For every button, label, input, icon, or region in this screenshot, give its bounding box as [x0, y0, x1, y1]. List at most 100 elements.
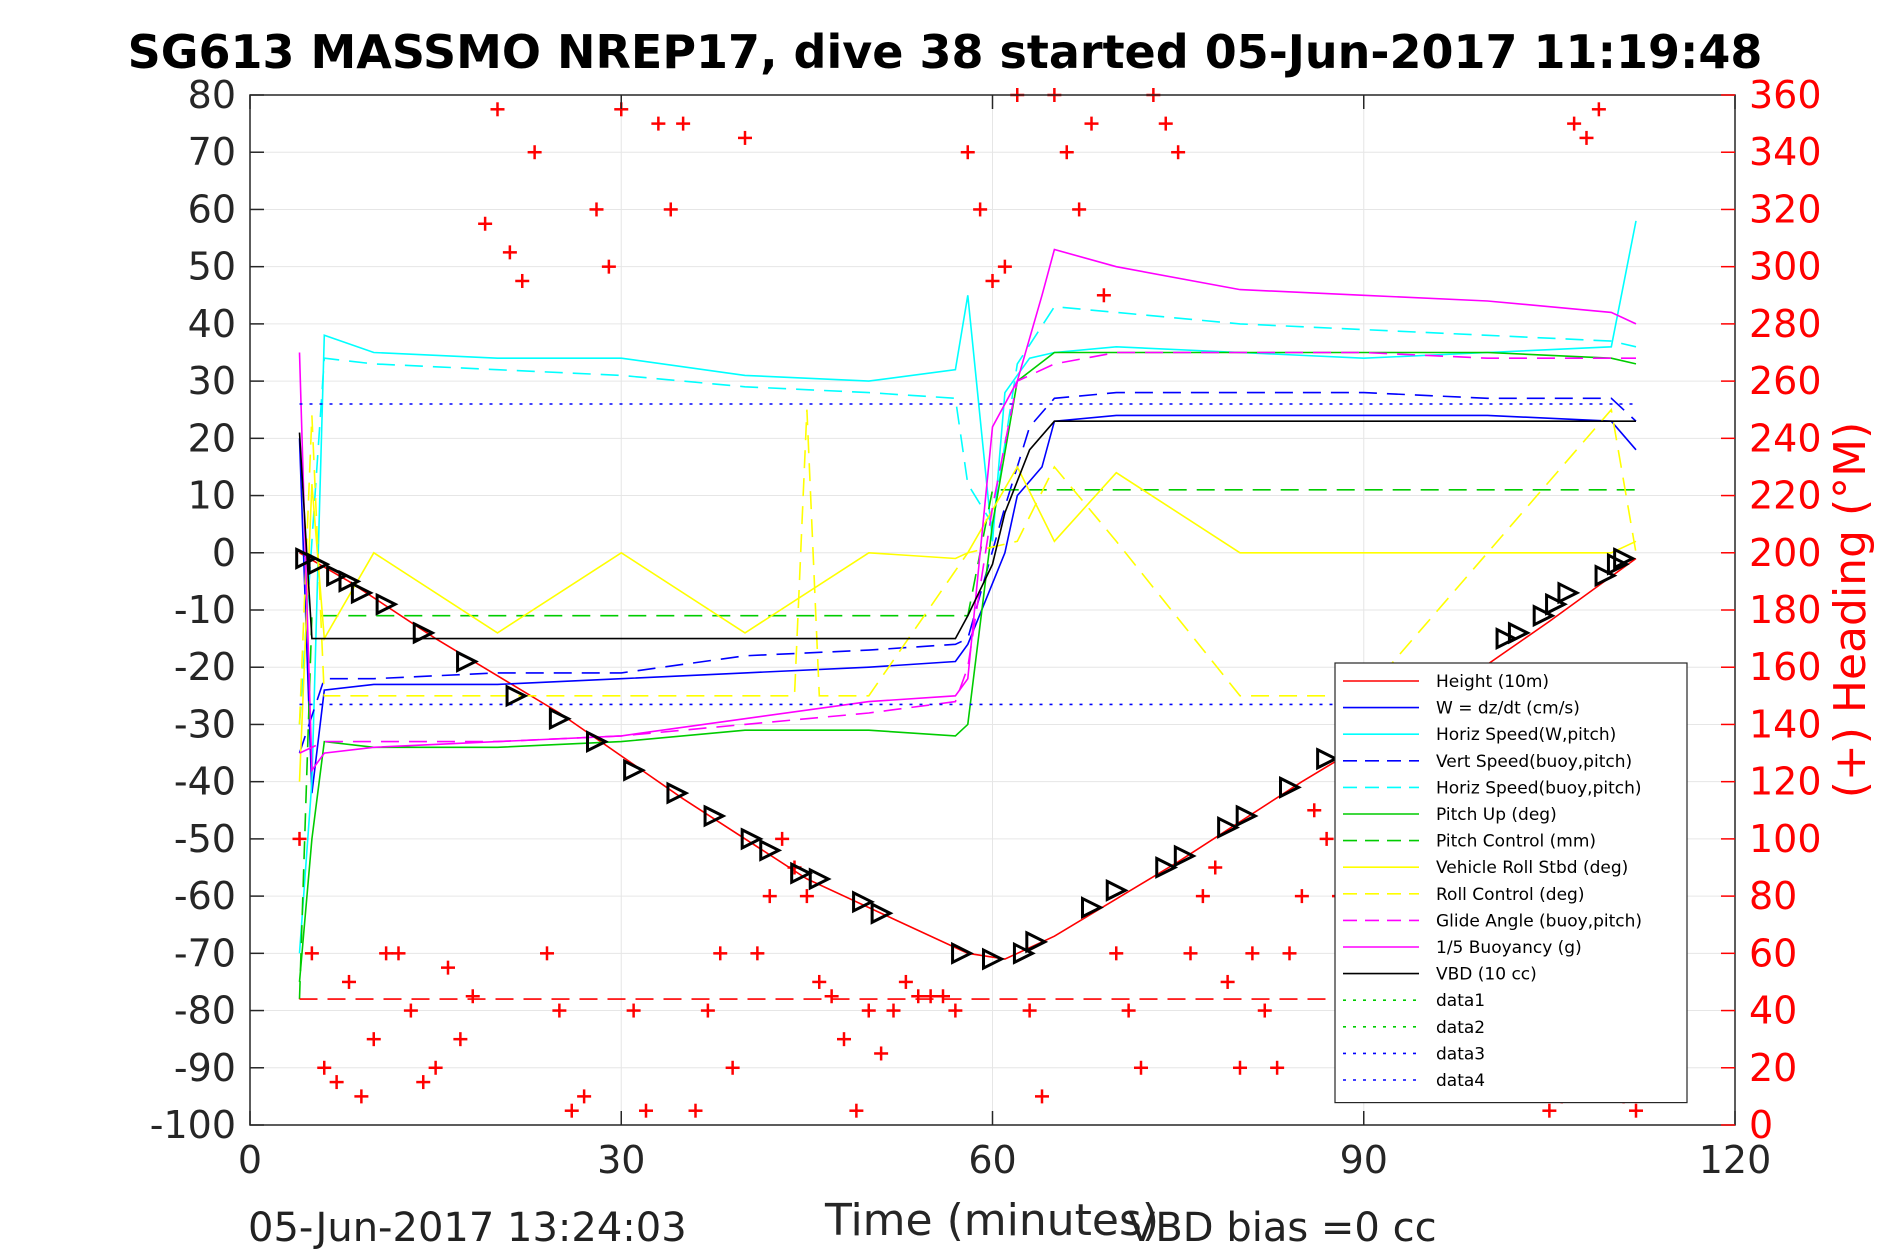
- heading-point: [354, 1089, 369, 1104]
- glider-marker: [808, 867, 832, 891]
- y-tick-label: 10: [188, 474, 236, 518]
- heading-point: [1270, 1060, 1285, 1075]
- heading-point: [1096, 288, 1111, 303]
- y-tick-label: -100: [150, 1103, 236, 1147]
- heading-point: [1121, 1003, 1136, 1018]
- glider-marker: [1105, 878, 1129, 902]
- heading-point: [317, 1060, 332, 1075]
- heading-point: [1567, 116, 1582, 131]
- y-tick-label: -10: [174, 588, 236, 632]
- series-layer: [298, 220, 1637, 1000]
- heading-point: [700, 1003, 715, 1018]
- heading-point: [379, 946, 394, 961]
- heading-point: [973, 202, 988, 217]
- y-tick-label: -70: [174, 931, 236, 975]
- y-tick-label: -20: [174, 645, 236, 689]
- glider-marker: [1173, 844, 1197, 868]
- heading-point: [911, 989, 926, 1004]
- glider-marker: [1606, 552, 1630, 576]
- glider-marker: [295, 547, 319, 570]
- heading-point: [1220, 974, 1235, 989]
- glider-marker: [1557, 581, 1581, 605]
- heading-point: [465, 989, 480, 1004]
- heading-point: [936, 989, 950, 1004]
- series-line-1: [298, 414, 1637, 794]
- heading-point: [1171, 145, 1186, 160]
- heading-point: [1579, 130, 1594, 145]
- y-right-tick-label: 240: [1749, 416, 1822, 460]
- heading-point: [738, 130, 752, 145]
- heading-point: [601, 259, 616, 274]
- y-tick-label: -90: [174, 1046, 236, 1090]
- heading-point: [837, 1032, 851, 1047]
- glider-marker: [375, 592, 399, 616]
- heading-point: [1245, 946, 1260, 961]
- y-right-tick-label: 0: [1749, 1103, 1773, 1147]
- y-right-tick-label: 360: [1749, 73, 1822, 117]
- glider-marker: [1025, 930, 1049, 954]
- legend-label-0: Height (10m): [1436, 672, 1549, 692]
- legend-label-2: Horiz Speed(W,pitch): [1436, 725, 1616, 745]
- legend-label-7: Vehicle Roll Stbd (deg): [1436, 858, 1628, 878]
- footer-timestamp: 05-Jun-2017 13:24:03: [248, 1205, 687, 1251]
- heading-point: [540, 946, 554, 961]
- y-tick-label: -40: [174, 760, 236, 804]
- footer-vbd-bias: VBD bias =0 cc: [1128, 1205, 1437, 1251]
- glider-marker: [1316, 747, 1339, 771]
- legend-label-1: W = dz/dt (cm/s): [1436, 699, 1580, 719]
- glider-marker: [1613, 547, 1636, 570]
- glider-marker: [1532, 604, 1556, 628]
- heading-point: [663, 202, 678, 217]
- heading-point: [1629, 1103, 1643, 1118]
- heading-point: [725, 1060, 740, 1075]
- glider-marker: [1495, 627, 1519, 651]
- y-right-tick-label: 60: [1749, 931, 1797, 975]
- x-tick-label: 120: [1699, 1138, 1772, 1182]
- heading-point: [948, 1003, 963, 1018]
- glider-marker: [1217, 816, 1240, 839]
- y-right-tick-label: 140: [1749, 702, 1822, 746]
- y-right-tick-label: 220: [1749, 474, 1822, 518]
- heading-point: [824, 989, 839, 1004]
- series-line-9: [299, 351, 1636, 754]
- series-line-11: [298, 420, 1636, 640]
- series-line-4: [298, 305, 1637, 725]
- chart-title: SG613 MASSMO NREP17, dive 38 started 05-…: [128, 25, 1763, 79]
- glider-marker: [1545, 592, 1568, 616]
- glider-marker: [505, 684, 529, 708]
- heading-point: [342, 974, 356, 989]
- heading-point: [1183, 946, 1198, 961]
- y-right-tick-label: 320: [1749, 187, 1822, 231]
- heading-point: [1257, 1003, 1272, 1018]
- heading-point: [898, 974, 913, 989]
- glider-marker: [1507, 621, 1531, 645]
- heading-point: [639, 1103, 653, 1118]
- y-right-tick-label: 40: [1749, 989, 1797, 1033]
- y-right-tick-label: 340: [1749, 130, 1822, 174]
- legend-label-5: Pitch Up (deg): [1436, 805, 1557, 825]
- heading-point: [1233, 1060, 1247, 1075]
- y-right-tick-label: 260: [1749, 359, 1822, 403]
- y-tick-label: 80: [188, 73, 236, 117]
- heading-point: [874, 1046, 889, 1061]
- glider-marker: [1235, 804, 1259, 828]
- heading-point: [985, 273, 1000, 288]
- legend-label-8: Roll Control (deg): [1436, 885, 1584, 905]
- legend-label-14: data3: [1436, 1044, 1485, 1064]
- glider-marker: [326, 564, 349, 588]
- heading-point: [304, 946, 319, 961]
- heading-point: [1282, 946, 1297, 961]
- heading-point: [515, 273, 530, 288]
- x-tick-label: 30: [597, 1138, 645, 1182]
- heading-point: [1022, 1003, 1037, 1018]
- y-axis-right: 0 20 40 60 80 100 120 140 160 180 200 220 240 260 280 3…: [1721, 73, 1822, 1147]
- glider-marker: [350, 581, 374, 605]
- y-right-tick-label: 120: [1749, 760, 1822, 804]
- y-tick-label: 70: [188, 130, 236, 174]
- heading-point: [564, 1103, 579, 1118]
- y-right-tick-label: 200: [1749, 531, 1822, 575]
- glider-marker: [1594, 564, 1618, 588]
- glider-marker: [1155, 856, 1179, 879]
- legend-label-12: data1: [1436, 991, 1485, 1011]
- heading-point: [527, 145, 542, 160]
